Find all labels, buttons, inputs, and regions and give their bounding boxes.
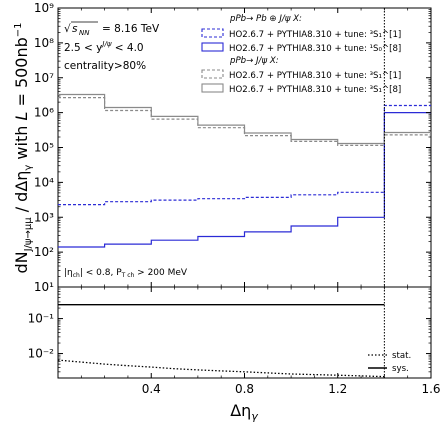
ratio-y-tick-label: 10⁻¹ — [28, 312, 55, 326]
x-tick-label: 0.8 — [235, 382, 254, 396]
x-axis-label: Δηγ — [230, 401, 258, 423]
main-y-tick-label: 10⁵ — [34, 141, 54, 155]
legend-swatch-gray-dashed — [201, 69, 224, 79]
legend-header-exclusive: pPb→ Pb ⊕ J/ψ X: — [229, 14, 302, 24]
svg-text:NN: NN — [79, 29, 90, 37]
y-axis-label: dNJ/ψ→μμ / dΔηγ with L = 500nb−1 — [12, 22, 34, 273]
ratio-series-stat — [58, 359, 385, 378]
eta-cut-rest: | < 0.8, P — [80, 268, 122, 278]
legend-label-gray-dashed: HO2.6.7 + PYTHIA8.310 + tune: ³S₁^[1] — [229, 71, 401, 81]
main-y-tick-label: 10⁸ — [34, 36, 54, 50]
main-y-tick-label: 10⁷ — [34, 71, 54, 85]
legend-swatch-gray-solid — [201, 83, 224, 93]
svg-text:HO2.6.7 + PYTHIA8.310 + tune:: HO2.6.7 + PYTHIA8.310 + tune: ³S₁^[1] — [229, 71, 401, 81]
main-legend: pPb→ Pb ⊕ J/ψ X: HO2.6.7 + PYTHIA8.310 +… — [201, 14, 401, 95]
legend-swatch-blue-solid — [201, 42, 224, 52]
svg-text:HO2.6.7 + PYTHIA8.310 + tune:: HO2.6.7 + PYTHIA8.310 + tune: ¹S₀^[8] — [229, 44, 401, 54]
ratio-legend: stat. sys. — [368, 351, 411, 374]
main-y-tick-label: 10⁹ — [34, 1, 54, 15]
series-2-histogram — [58, 97, 431, 146]
svg-text:|ηch| < 0.8, PT ch > 200 MeV: |ηch| < 0.8, PT ch > 200 MeV — [64, 268, 188, 279]
x-tick-label: 0.4 — [142, 382, 161, 396]
main-y-tick-label: 10¹ — [34, 280, 54, 294]
main-y-tick-label: 10⁴ — [34, 175, 54, 189]
legend-sys-label: sys. — [392, 364, 409, 374]
x-tick-label: 1.6 — [421, 382, 440, 396]
svg-text:2.5 < yJ/ψ < 4.0: 2.5 < yJ/ψ < 4.0 — [64, 40, 144, 54]
rapidity-label: 2.5 < y — [64, 42, 102, 54]
svg-text:√: √ — [64, 23, 71, 35]
main-series-group — [58, 8, 431, 287]
main-y-tick-label: 10⁶ — [34, 106, 54, 120]
eta-cut-label: |η — [64, 268, 73, 278]
series-0-histogram — [58, 104, 431, 206]
ratio-y-tick-label: 10⁻² — [28, 347, 55, 361]
axis-ticks: 10¹ 10² 10³ 10⁴ 10⁵ 10⁶ 10⁷ 10⁸ 10⁹ 10⁻² 10⁻¹ 0.4 0.… — [28, 1, 441, 396]
ratio-series-group — [58, 287, 385, 378]
legend-swatch-blue-dashed — [201, 28, 224, 38]
svg-text:HO2.6.7 + PYTHIA8.310 + tune:: HO2.6.7 + PYTHIA8.310 + tune: ³S₁^[8] — [229, 85, 401, 95]
legend-header-inclusive: pPb→ J/ψ X: — [229, 56, 279, 66]
centrality-label: centrality>80% — [64, 60, 146, 72]
pt-cut-label: > 200 MeV — [134, 268, 188, 278]
rapidity-upper: < 4.0 — [111, 42, 143, 54]
collision-annotation: √ s NN = 8.16 TeV 2.5 < yJ/ψ < 4.0 centr… — [64, 21, 188, 279]
main-y-tick-label: 10² — [34, 245, 54, 259]
series-3-histogram — [58, 93, 431, 145]
x-tick-label: 1.2 — [328, 382, 347, 396]
legend-label-blue-solid: HO2.6.7 + PYTHIA8.310 + tune: ¹S₀^[8] — [229, 44, 401, 54]
legend-label-gray-solid: HO2.6.7 + PYTHIA8.310 + tune: ³S₁^[8] — [229, 85, 401, 95]
legend-stat-label: stat. — [392, 351, 411, 361]
series-1-histogram — [58, 112, 431, 248]
legend-label-blue-dashed: HO2.6.7 + PYTHIA8.310 + tune: ³S₁^[1] — [229, 30, 401, 40]
svg-text:s: s — [72, 23, 78, 35]
energy-label: = 8.16 TeV — [102, 23, 160, 35]
main-y-tick-label: 10³ — [34, 210, 54, 224]
svg-text:HO2.6.7 + PYTHIA8.310 + tune:: HO2.6.7 + PYTHIA8.310 + tune: ³S₁^[1] — [229, 30, 401, 40]
